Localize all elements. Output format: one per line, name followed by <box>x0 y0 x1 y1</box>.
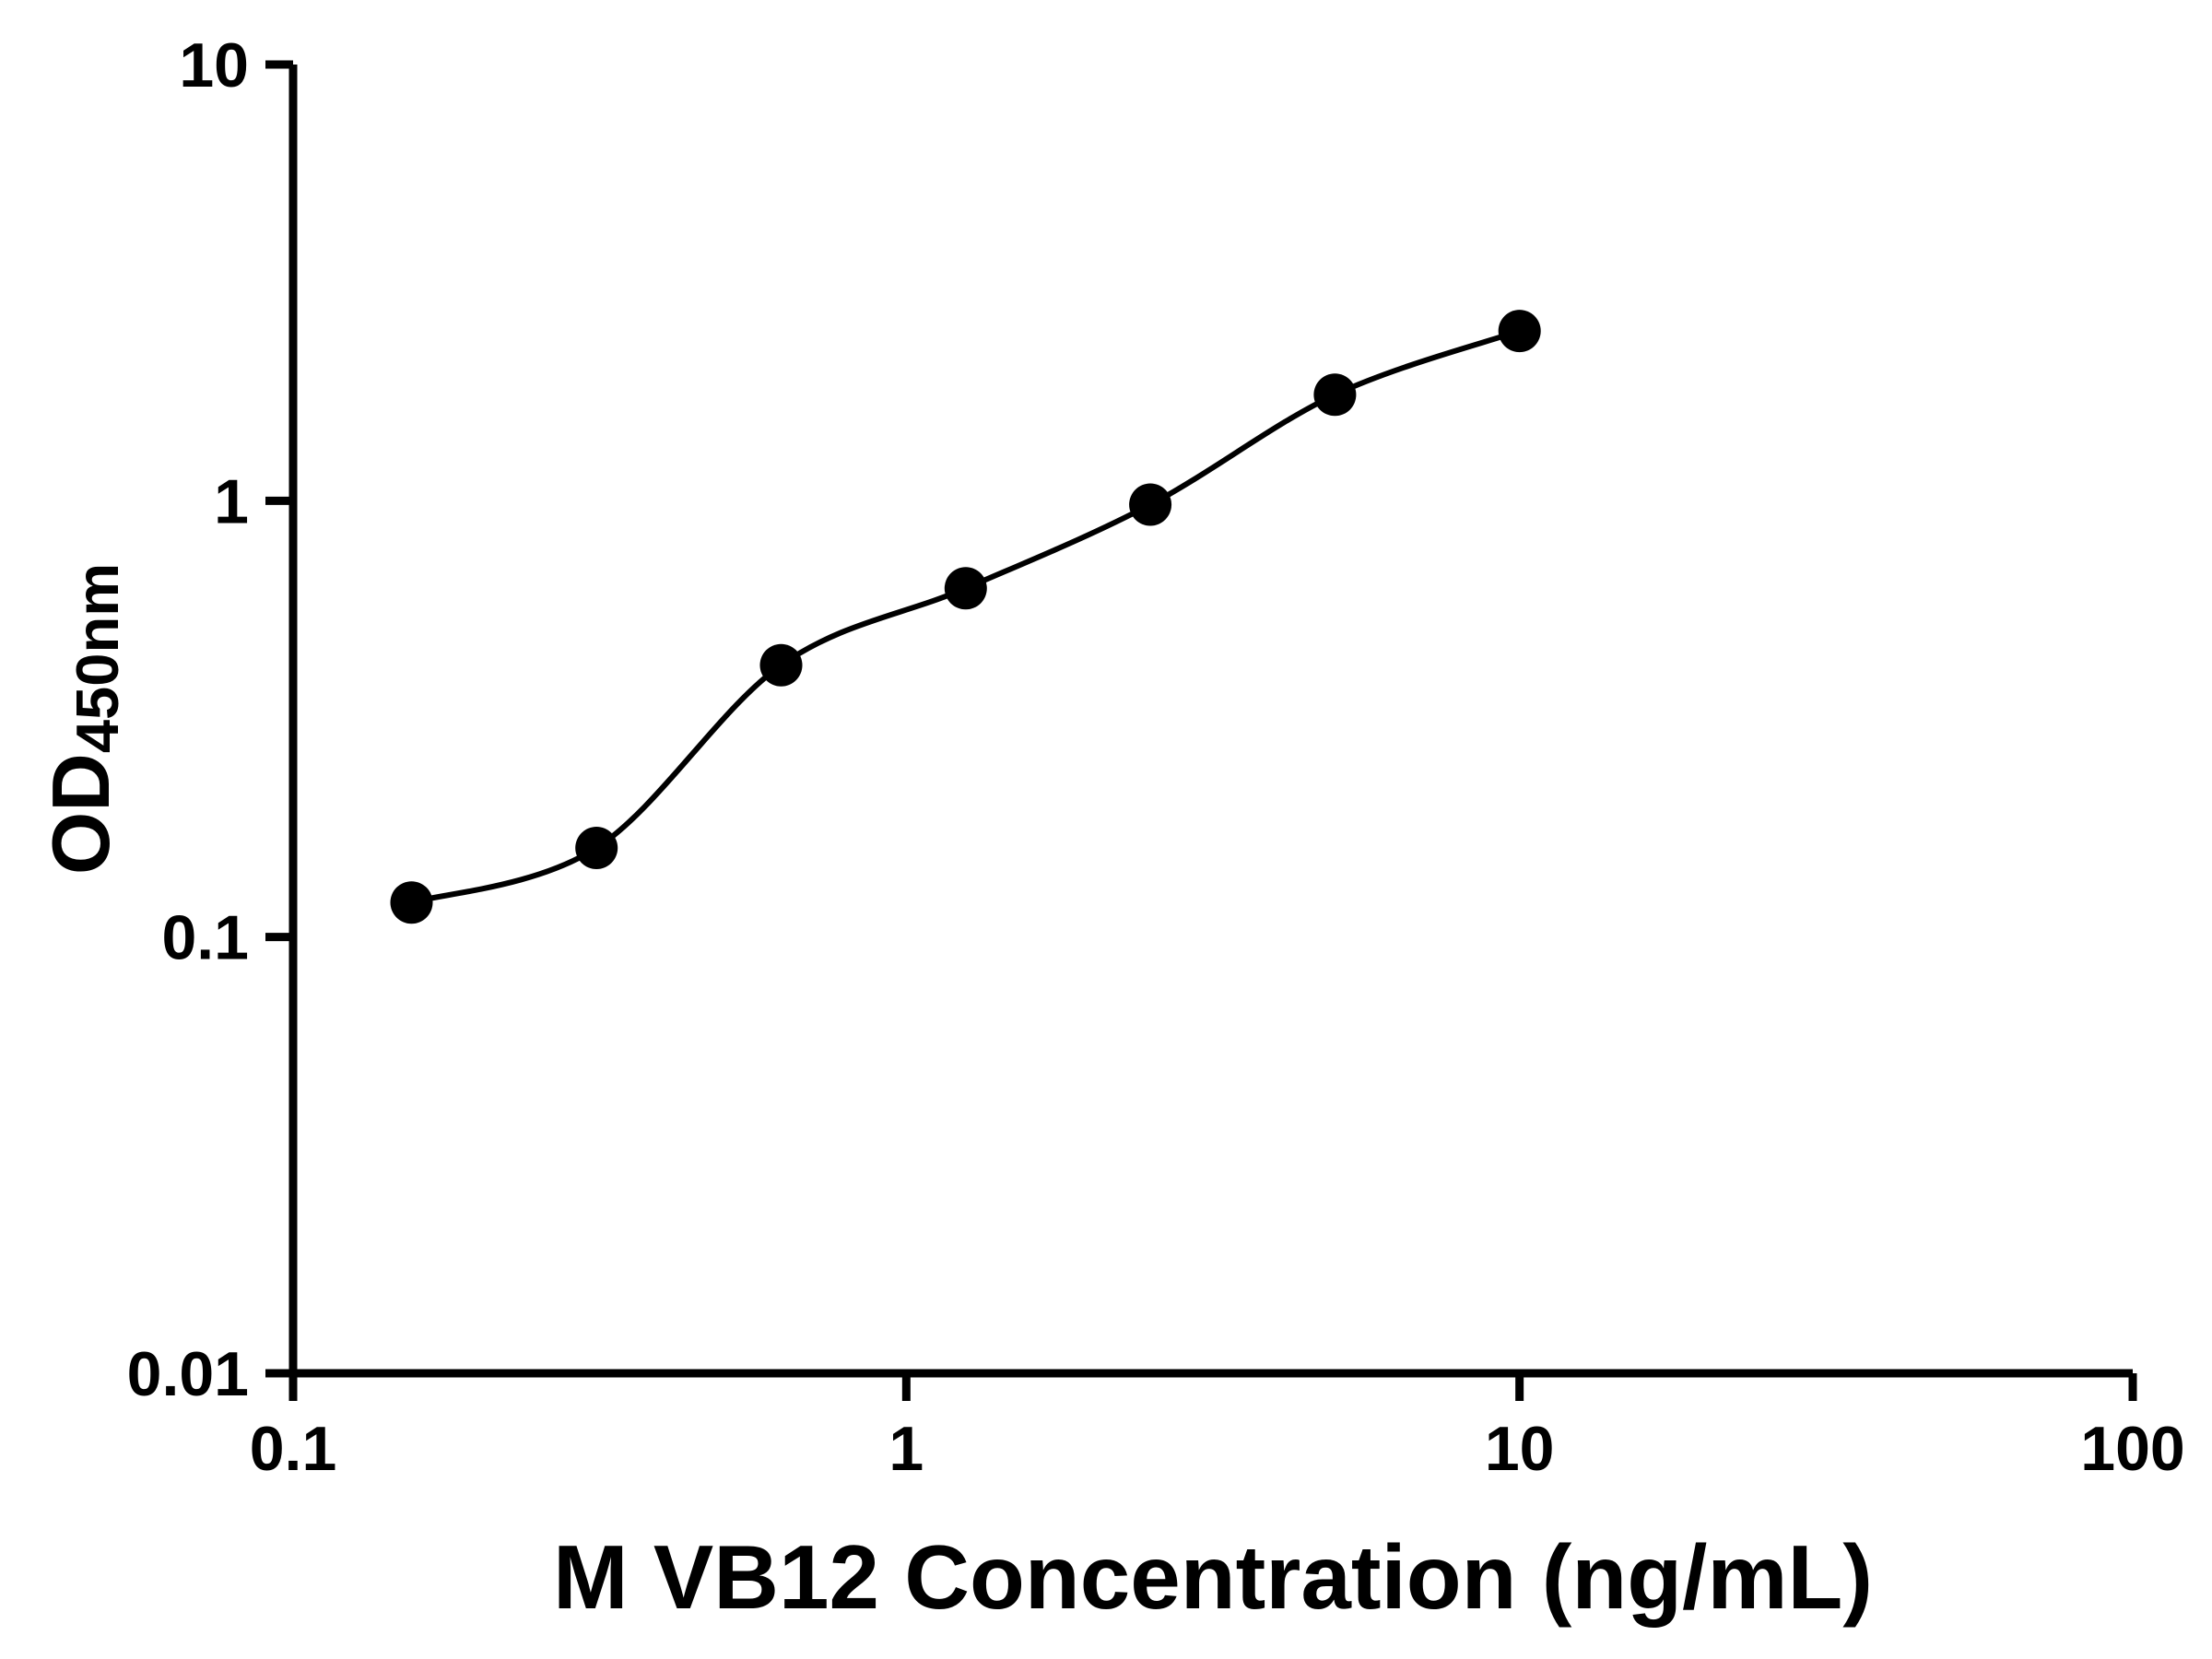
y-axis-title: OD450nm <box>34 562 132 876</box>
x-tick-label: 0.1 <box>250 1414 337 1484</box>
x-tick-label: 1 <box>888 1414 924 1484</box>
y-axis-title-main: OD <box>35 753 126 876</box>
x-tick-label: 10 <box>1485 1414 1555 1484</box>
data-point <box>1313 373 1357 417</box>
data-point <box>1129 483 1172 526</box>
data-point <box>575 827 618 869</box>
x-tick-label: 100 <box>2080 1414 2184 1484</box>
y-tick-label: 10 <box>179 30 249 100</box>
data-point <box>1498 310 1541 353</box>
y-axis-title-subscript: 450nm <box>64 562 132 754</box>
fit-curve <box>410 328 1521 906</box>
data-point <box>944 567 987 610</box>
y-tick-label: 0.01 <box>127 1339 249 1409</box>
data-point <box>759 643 803 687</box>
data-point <box>390 881 433 924</box>
y-tick-label: 0.1 <box>161 903 249 973</box>
y-tick-label: 1 <box>214 466 249 536</box>
axes-frame <box>288 65 2133 1378</box>
x-axis-title: M VB12 Concentration (ng/mL) <box>553 1526 1873 1628</box>
